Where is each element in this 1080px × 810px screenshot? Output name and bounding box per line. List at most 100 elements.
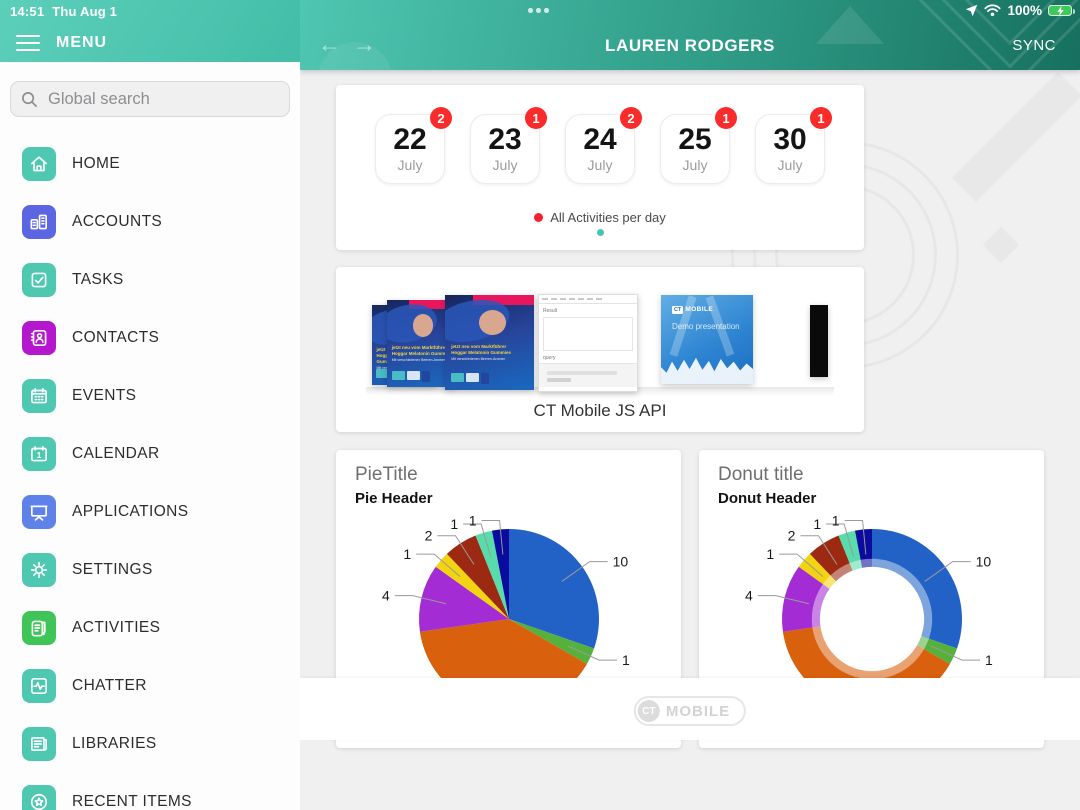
- sidebar-item-tasks[interactable]: TASKS: [0, 251, 300, 309]
- sidebar-item-libraries[interactable]: LIBRARIES: [0, 715, 300, 773]
- pie-slice-0[interactable]: [509, 529, 600, 649]
- pie-slice-4[interactable]: [435, 553, 509, 619]
- presentation-card: jetzt neu vom Marktführer Hoggar Melaton…: [336, 267, 864, 432]
- sidebar-item-chatter[interactable]: CHATTER: [0, 657, 300, 715]
- status-time: 14:51: [10, 4, 45, 19]
- sidebar-item-activities[interactable]: ACTIVITIES: [0, 599, 300, 657]
- sidebar-item-recent-items[interactable]: RECENT ITEMS: [0, 773, 300, 810]
- pie-slice-7[interactable]: [491, 529, 509, 619]
- pie-chart-subtitle: Pie Header: [355, 490, 433, 507]
- battery-icon: [1048, 4, 1075, 17]
- ct-logo-circle: CT: [637, 700, 660, 722]
- presentation-slide-api-page[interactable]: Result query: [538, 294, 638, 392]
- activities-calendar-card: 22 July 2 23 July 1 24 July 2 25 July 1 30 July 1 All …: [336, 85, 864, 250]
- sidebar-item-applications[interactable]: APPLICATIONS: [0, 483, 300, 541]
- sidebar-item-label: RECENT ITEMS: [72, 793, 192, 810]
- slice-value-label: 2: [425, 528, 433, 544]
- date-tiles: 22 July 2 23 July 1 24 July 2 25 July 1 30 July 1: [375, 107, 832, 184]
- date-tile-24-july[interactable]: 24 July 2: [565, 107, 642, 184]
- tile-day: 30: [773, 123, 807, 156]
- tile-month: July: [587, 157, 613, 173]
- multitask-dots: [528, 8, 549, 13]
- sidebar-item-label: ACTIVITIES: [72, 619, 161, 636]
- status-bar-left: 14:51 Thu Aug 1: [10, 4, 117, 19]
- slice-value-label: 1: [469, 512, 477, 528]
- slice-value-label: 4: [745, 588, 753, 604]
- donut-chart-subtitle: Donut Header: [718, 490, 817, 507]
- sidebar-header: 14:51 Thu Aug 1 MENU: [0, 0, 300, 62]
- activities-icon: [22, 611, 56, 645]
- pie-slice-5[interactable]: [446, 535, 509, 619]
- sidebar-item-label: CHATTER: [72, 677, 147, 694]
- legend-label: All Activities per day: [550, 210, 666, 225]
- main-area: ← → LAUREN RODGERS SYNC 100%: [300, 0, 1080, 810]
- global-search[interactable]: [10, 81, 290, 117]
- sync-button[interactable]: SYNC: [1012, 37, 1056, 54]
- events-icon: [22, 379, 56, 413]
- page-title: LAUREN RODGERS: [605, 36, 775, 55]
- presentation-slide-black[interactable]: [810, 305, 828, 377]
- carousel-page-dot[interactable]: [596, 229, 604, 236]
- search-input[interactable]: [46, 88, 279, 110]
- back-arrow-icon[interactable]: ←: [318, 31, 341, 57]
- ct-mobile-logo: CT MOBILE: [633, 696, 747, 726]
- sidebar-item-home[interactable]: HOME: [0, 135, 300, 193]
- sidebar-item-label: SETTINGS: [72, 561, 153, 578]
- slice-value-label: 1: [813, 516, 821, 532]
- tile-month: July: [397, 157, 423, 173]
- date-tile-25-july[interactable]: 25 July 1: [660, 107, 737, 184]
- slice-value-label: 10: [613, 554, 629, 570]
- pie-slice-6[interactable]: [475, 530, 509, 619]
- hamburger-menu-icon[interactable]: [16, 34, 40, 52]
- date-tile-22-july[interactable]: 22 July 2: [375, 107, 452, 184]
- ct-logo-text: MOBILE: [665, 702, 731, 720]
- slice-value-label: 2: [788, 528, 796, 544]
- sidebar-item-contacts[interactable]: CONTACTS: [0, 309, 300, 367]
- donut-slice-6[interactable]: [838, 530, 863, 571]
- location-icon: [966, 4, 978, 17]
- slice-value-label: 4: [382, 588, 390, 604]
- sidebar-item-label: TASKS: [72, 271, 124, 288]
- date-tile-23-july[interactable]: 23 July 1: [470, 107, 547, 184]
- tile-day: 24: [583, 123, 617, 156]
- libraries-icon: [22, 727, 56, 761]
- status-bar-right: 100%: [965, 3, 1075, 18]
- presentation-slide-pharma[interactable]: jetzt neu vom Marktführer Hoggar Melaton…: [387, 300, 455, 387]
- donut-slice-3[interactable]: [782, 566, 830, 632]
- sidebar-item-accounts[interactable]: ACCOUNTS: [0, 193, 300, 251]
- presentation-slide-pharma[interactable]: jetzt neu vom Marktführer Hoggar Melaton…: [445, 295, 534, 390]
- presentation-slide-demo[interactable]: CT MOBILE Demo presentation: [661, 295, 753, 384]
- deco-diamond: [982, 226, 1020, 264]
- donut-slice-1[interactable]: [917, 636, 958, 664]
- pie-slice-3[interactable]: [419, 566, 509, 632]
- wifi-icon: [984, 4, 1002, 17]
- donut-slice-5[interactable]: [809, 535, 853, 582]
- tile-day: 23: [488, 123, 522, 156]
- calendar-legend: All Activities per day: [336, 210, 864, 225]
- activity-count-badge: 1: [525, 107, 547, 129]
- activity-count-badge: 1: [715, 107, 737, 129]
- recent-items-icon: [22, 785, 56, 810]
- sidebar-item-events[interactable]: EVENTS: [0, 367, 300, 425]
- slice-value-label: 1: [832, 512, 840, 528]
- donut-slice-0[interactable]: [872, 529, 963, 649]
- slice-value-label: 1: [766, 546, 774, 562]
- donut-slice-7[interactable]: [854, 529, 872, 568]
- pie-slice-1[interactable]: [509, 619, 595, 664]
- slice-value-label: 1: [985, 652, 993, 668]
- slice-value-label: 10: [976, 554, 992, 570]
- sidebar-item-settings[interactable]: SETTINGS: [0, 541, 300, 599]
- date-tile-30-july[interactable]: 30 July 1: [755, 107, 832, 184]
- sidebar-item-label: EVENTS: [72, 387, 137, 404]
- footer: CT MOBILE: [300, 678, 1080, 740]
- forward-arrow-icon[interactable]: →: [353, 31, 376, 57]
- battery-percent: 100%: [1007, 3, 1042, 18]
- calendar-icon: 1: [22, 437, 56, 471]
- tile-day: 22: [393, 123, 427, 156]
- settings-icon: [22, 553, 56, 587]
- home-icon: [22, 147, 56, 181]
- sidebar-item-calendar[interactable]: 1 CALENDAR: [0, 425, 300, 483]
- main-header: ← → LAUREN RODGERS SYNC 100%: [300, 0, 1080, 70]
- applications-icon: [22, 495, 56, 529]
